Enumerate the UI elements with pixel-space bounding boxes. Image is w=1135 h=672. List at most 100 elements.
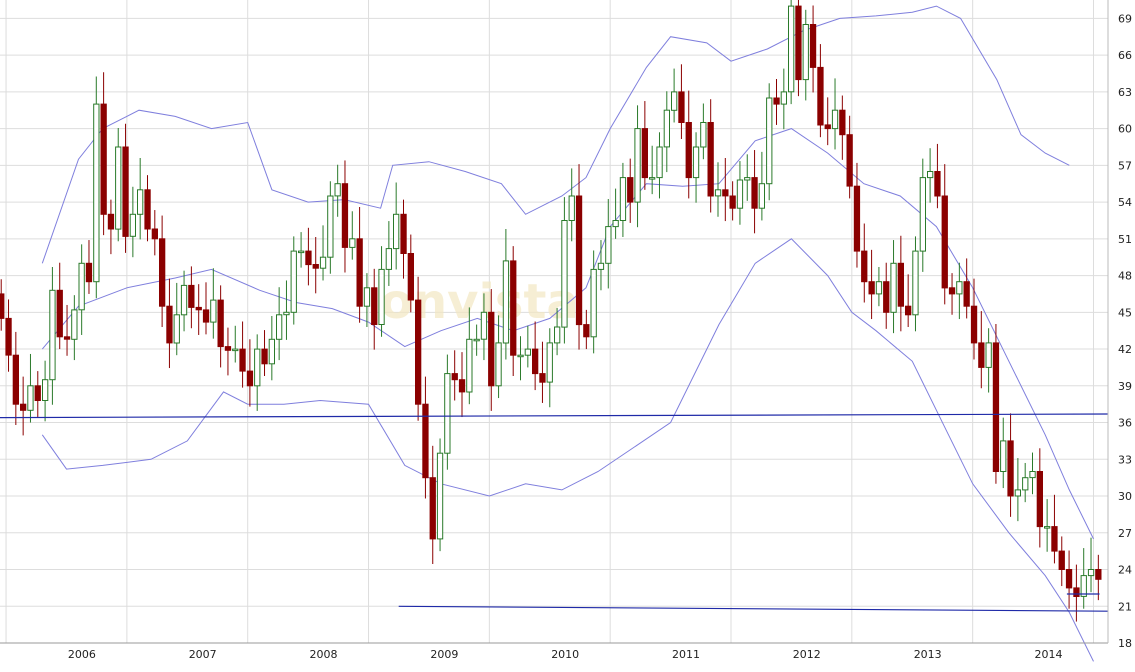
candle xyxy=(714,162,722,217)
candle xyxy=(5,299,12,372)
candle-body xyxy=(356,238,363,307)
candle-body xyxy=(488,311,495,387)
candle-body xyxy=(780,91,788,105)
candle-body xyxy=(678,91,685,124)
x-tick-label: 2012 xyxy=(793,648,821,661)
candle xyxy=(144,175,151,242)
candle xyxy=(1095,554,1102,601)
candle xyxy=(773,78,780,125)
candle xyxy=(590,250,597,354)
candle xyxy=(568,168,575,242)
candle-body xyxy=(941,195,948,289)
candle xyxy=(985,328,992,393)
candle-body xyxy=(751,177,758,209)
candle xyxy=(839,95,846,160)
candle xyxy=(327,181,334,274)
candle xyxy=(627,158,634,223)
candle xyxy=(444,354,451,470)
candle-body xyxy=(992,342,1000,472)
band-line xyxy=(41,238,1094,662)
candle xyxy=(458,352,466,418)
candle-body xyxy=(722,189,729,197)
x-tick-label: 2014 xyxy=(1035,648,1063,661)
candle xyxy=(678,64,685,140)
candle-body xyxy=(692,146,700,179)
candle xyxy=(466,307,473,405)
candle-body xyxy=(905,305,912,316)
candle-body xyxy=(27,385,34,411)
candle xyxy=(159,215,166,328)
candle-body xyxy=(590,268,597,338)
candle-body xyxy=(224,346,232,351)
candle-body xyxy=(912,250,919,316)
candle xyxy=(692,132,700,203)
candle xyxy=(671,68,678,123)
y-tick-label: 63 xyxy=(1118,86,1132,99)
candle-body xyxy=(656,146,663,179)
candle-body xyxy=(232,348,239,352)
candle xyxy=(539,341,546,403)
candle-body xyxy=(736,179,744,209)
candle-body xyxy=(210,299,217,323)
candle xyxy=(780,68,788,130)
candle-body xyxy=(305,250,312,266)
candle-body xyxy=(868,281,875,295)
y-tick-label: 24 xyxy=(1118,564,1132,577)
candle-body xyxy=(795,5,802,81)
candle-body xyxy=(1014,489,1022,497)
candle xyxy=(341,160,349,273)
candle xyxy=(605,199,612,289)
candle xyxy=(27,353,34,423)
candle-body xyxy=(122,146,129,237)
candle-body xyxy=(466,338,473,393)
candle xyxy=(202,282,210,335)
candle-body xyxy=(809,24,817,68)
candle-body xyxy=(897,262,905,307)
candle-body xyxy=(707,122,714,197)
candle xyxy=(349,211,356,260)
candle xyxy=(356,206,363,323)
candle-body xyxy=(539,373,546,383)
candle xyxy=(283,280,290,340)
candle-body xyxy=(100,103,107,215)
candle-body xyxy=(634,128,641,203)
candle-body xyxy=(349,238,356,248)
candle xyxy=(685,90,692,199)
candle xyxy=(210,268,217,339)
candle xyxy=(173,282,180,356)
candle-body xyxy=(824,124,831,130)
candle xyxy=(480,293,488,361)
y-tick-label: 36 xyxy=(1118,417,1132,430)
candle xyxy=(1029,452,1036,495)
trend-line xyxy=(398,605,1109,612)
candle-body xyxy=(1051,526,1058,552)
candle xyxy=(824,97,831,146)
candle-body xyxy=(1000,440,1007,472)
candle xyxy=(436,438,444,552)
candle xyxy=(224,327,232,376)
candle xyxy=(1000,417,1007,489)
candle xyxy=(217,285,224,368)
candle-body xyxy=(371,287,378,325)
candle xyxy=(736,161,744,225)
candle xyxy=(619,162,627,237)
candle-body xyxy=(85,262,93,283)
candle xyxy=(554,308,561,356)
trend-layer xyxy=(0,413,1109,612)
candle xyxy=(700,103,707,160)
candle-body xyxy=(246,370,254,387)
candle-body xyxy=(1022,477,1029,491)
candle xyxy=(378,246,385,337)
candle-body xyxy=(71,309,78,340)
candle-body xyxy=(341,183,349,248)
candle xyxy=(319,225,327,281)
band-line xyxy=(41,5,1070,264)
candle-body xyxy=(312,264,319,269)
candle-layer xyxy=(0,0,1102,622)
candle xyxy=(766,83,773,201)
candle-body xyxy=(978,342,985,368)
